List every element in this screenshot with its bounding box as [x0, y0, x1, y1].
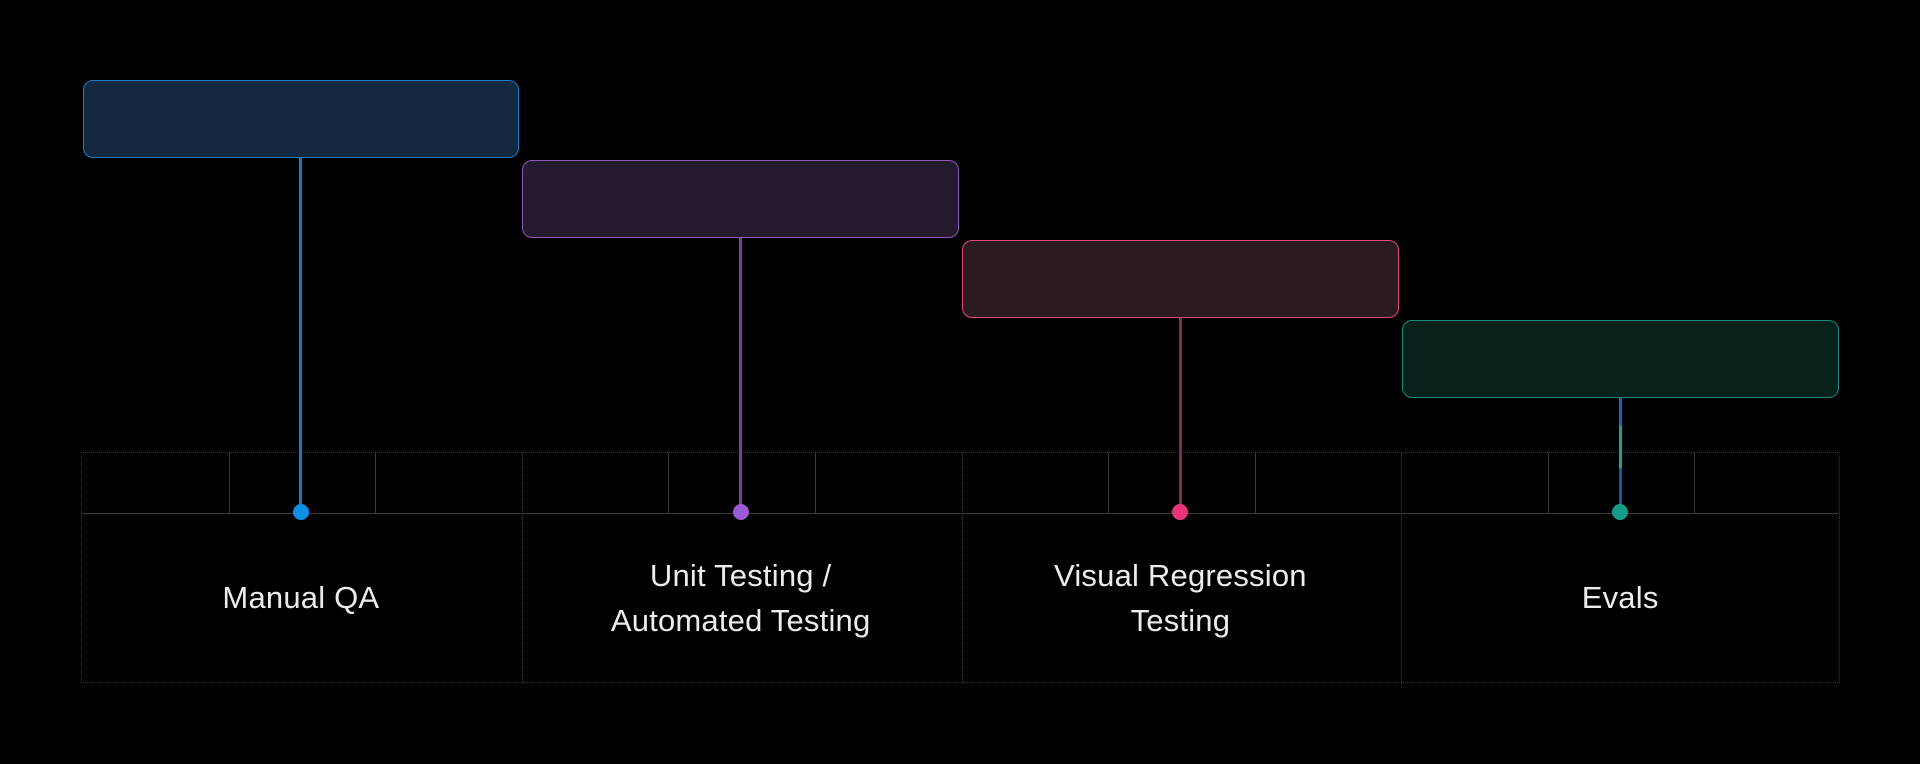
phase-label-evals: Evals [1400, 512, 1840, 683]
grid-section-divider [1401, 453, 1403, 684]
milestone-dot-evals [1612, 504, 1629, 520]
phase-label-line: Automated Testing [610, 602, 871, 638]
phase-label-line: Visual Regression [1054, 557, 1307, 593]
timeline-grid [81, 452, 1840, 684]
grid-cell-divider [1254, 453, 1256, 513]
milestone-dot-unit-automated-testing [732, 504, 749, 520]
grid-cell-divider [668, 453, 670, 513]
grid-cell-divider [1547, 453, 1549, 513]
phase-label-line: Evals [1581, 580, 1659, 615]
grid-cell-divider [375, 453, 377, 513]
milestone-dot-visual-regression-testing [1172, 504, 1189, 520]
phase-box-visual-regression-testing [962, 240, 1399, 318]
connector-line-unit-automated-testing [739, 238, 743, 512]
grid-section-divider [521, 453, 523, 684]
phase-label-manual-qa: Manual QA [81, 512, 521, 683]
grid-cell-divider [1108, 453, 1110, 513]
connector-line-manual-qa [299, 158, 303, 512]
phase-label-unit-automated-testing: Unit Testing / Automated Testing [521, 512, 961, 683]
phase-label-line: Manual QA [222, 580, 380, 615]
milestone-dot-manual-qa [292, 504, 309, 520]
connector-line-evals [1618, 398, 1622, 512]
phase-box-evals [1401, 320, 1839, 398]
phase-box-unit-automated-testing [522, 160, 959, 238]
grid-section-divider [961, 453, 963, 684]
connector-line-visual-regression-testing [1178, 318, 1182, 512]
phase-label-visual-regression-testing: Visual Regression Testing [961, 512, 1401, 683]
phase-box-manual-qa [82, 80, 520, 158]
grid-cell-divider [1694, 453, 1696, 513]
phase-label-line: Testing [1130, 602, 1231, 638]
grid-midline [82, 513, 1839, 514]
grid-cell-divider [814, 453, 816, 513]
phase-label-line: Unit Testing / [649, 557, 832, 593]
grid-cell-divider [228, 453, 230, 513]
